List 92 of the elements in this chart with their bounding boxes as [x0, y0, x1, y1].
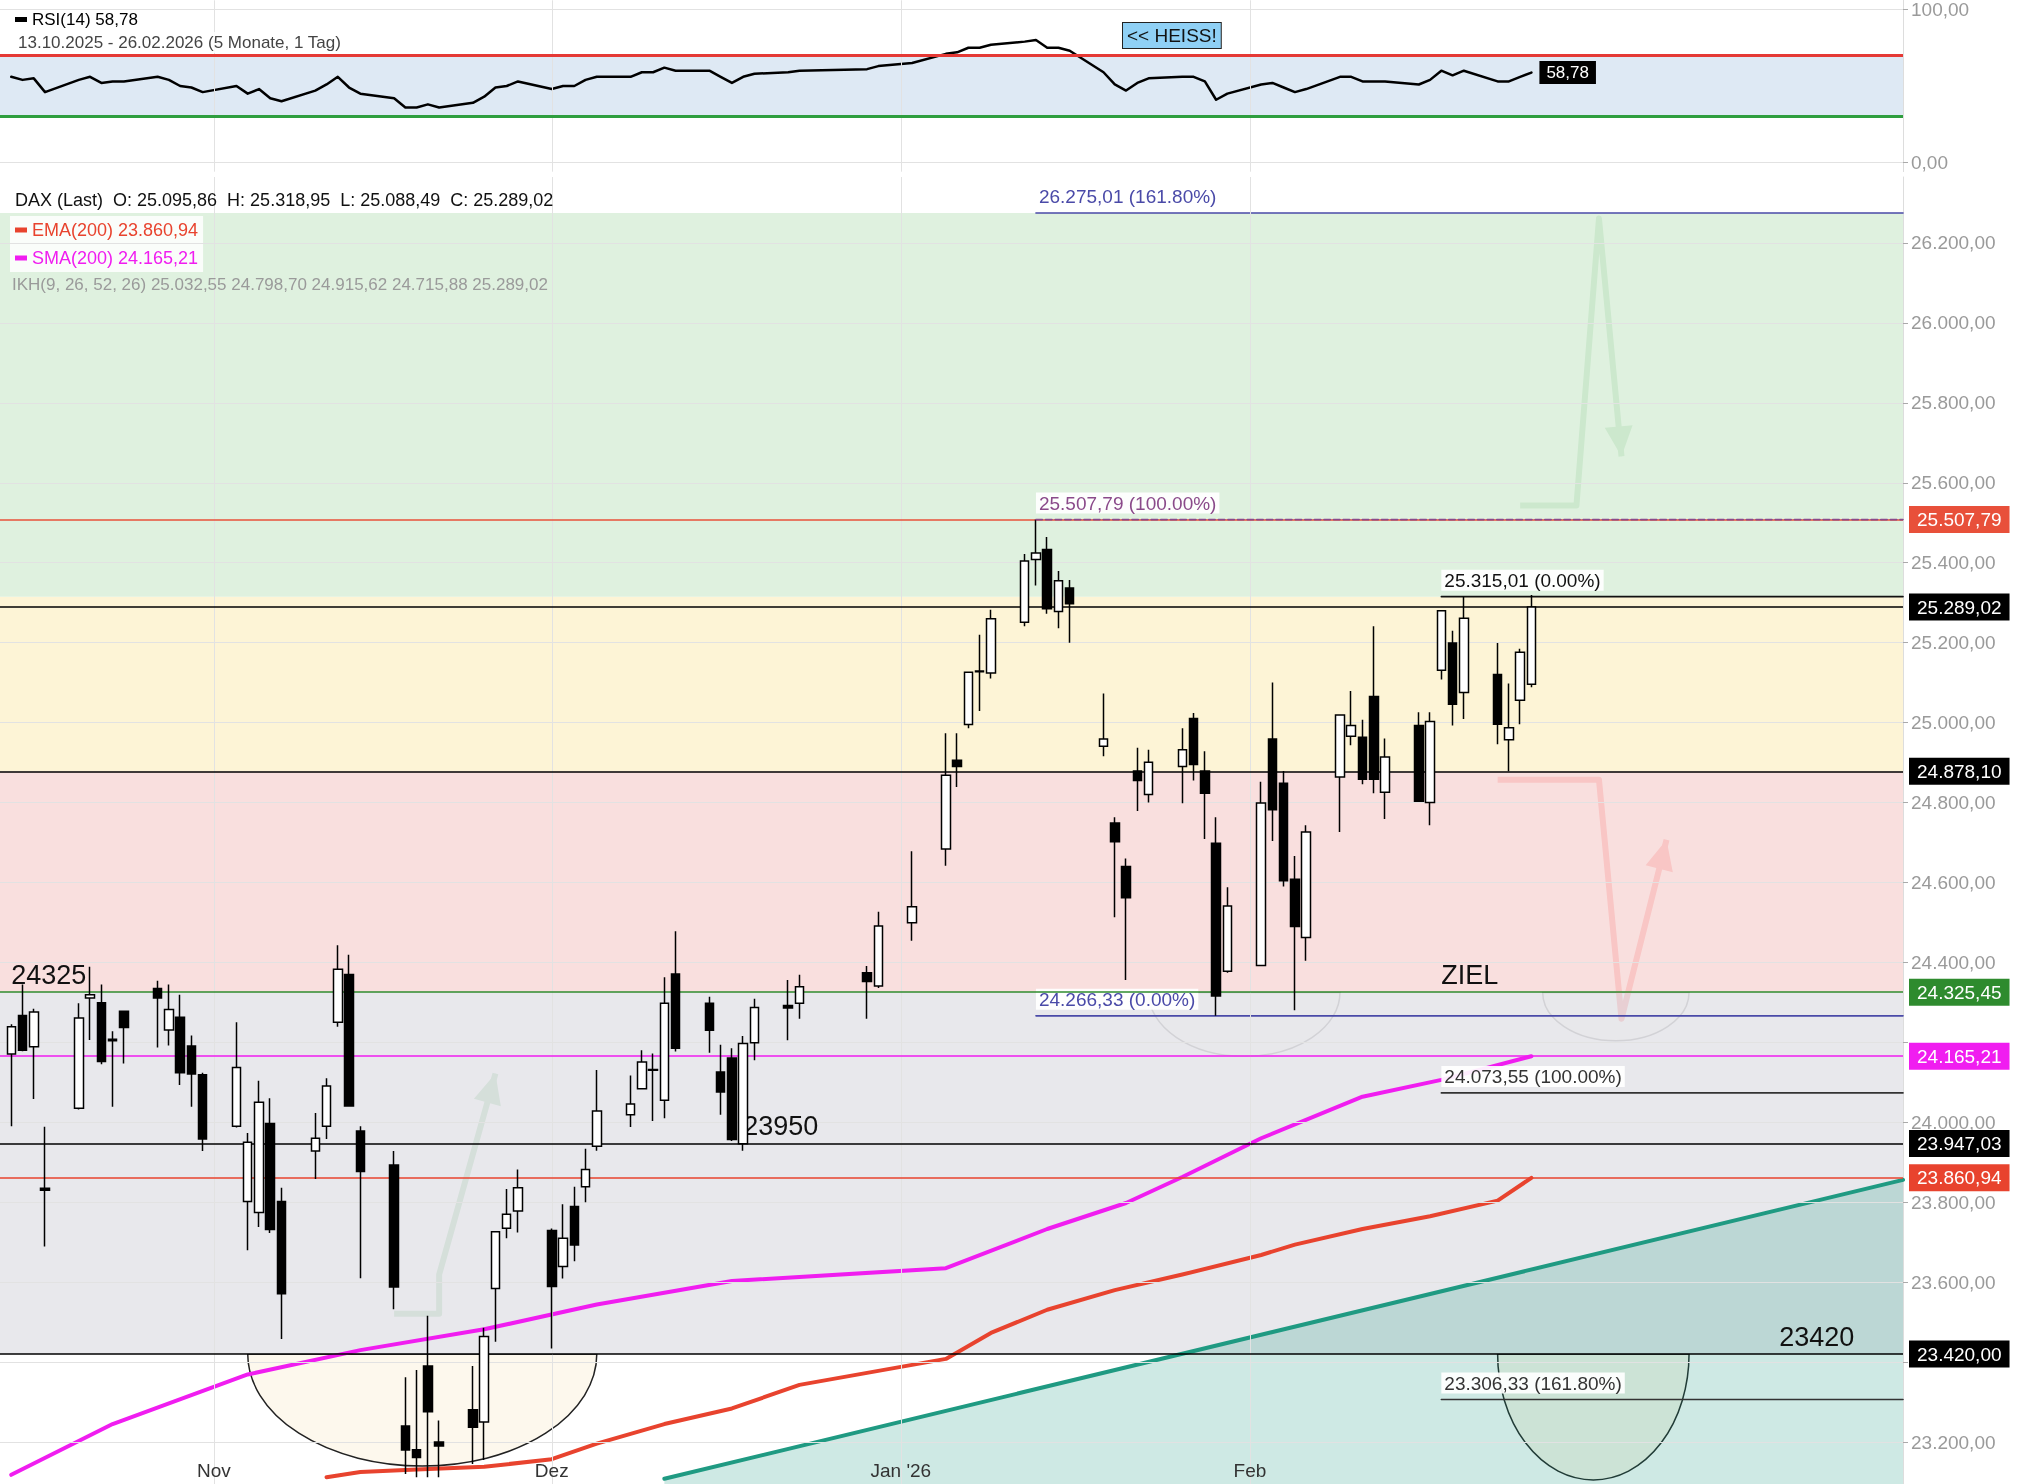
y-tick-label: 23.600,00	[1911, 1271, 1996, 1293]
y-tick-label: 23.800,00	[1911, 1191, 1996, 1213]
candlestick	[974, 633, 985, 712]
candlestick	[501, 1188, 512, 1239]
candlestick	[84, 966, 96, 1041]
ref-line-label: 24.325,45	[1917, 981, 2002, 1003]
annotation: 23950	[743, 1110, 819, 1141]
ref-line-label: 25.507,79	[1917, 509, 2002, 531]
data-label: 23.306,33 (161.80%)	[1444, 1372, 1622, 1394]
candlestick	[411, 1369, 422, 1478]
legend-label: EMA(200) 23.860,94	[32, 220, 199, 240]
candlestick	[107, 1030, 118, 1108]
ref-line-label: 25.289,02	[1917, 596, 2002, 618]
candlestick	[28, 1008, 40, 1100]
data-label: 58,78	[1546, 63, 1589, 83]
x-tick-label: Jan '26	[870, 1460, 932, 1481]
y-tick-label: 25.800,00	[1911, 392, 1996, 414]
candlestick	[6, 1023, 17, 1128]
y-tick-label: 25.400,00	[1911, 552, 1996, 574]
y-tick-label: 24.000,00	[1911, 1111, 1996, 1133]
candlestick	[1255, 780, 1267, 967]
y-tick-label: 0,00	[1911, 152, 1948, 174]
data-label: 24.266,33 (0.00%)	[1038, 988, 1196, 1010]
annotation: ZIEL	[1441, 959, 1499, 990]
legend-label: RSI(14) 58,78	[32, 10, 138, 29]
legend-label: SMA(200) 24.165,21	[32, 248, 199, 268]
text: DAX (Last) O: 25.095,86 H: 25.318,95 L: 25.088,49 C: 25.289,02	[15, 190, 554, 210]
y-tick-label: 25.600,00	[1911, 472, 1996, 494]
y-tick-label: 24.600,00	[1911, 871, 1996, 893]
candlestick	[1222, 886, 1233, 974]
candlestick	[186, 1034, 197, 1108]
ref-line-label: 24.878,10	[1917, 760, 2002, 782]
y-tick-label: 25.000,00	[1911, 712, 1996, 734]
candlestick	[388, 1150, 400, 1311]
candlestick	[1514, 647, 1526, 725]
candlestick	[794, 974, 805, 1020]
candlestick	[715, 1043, 726, 1116]
y-tick-label: 24.800,00	[1911, 792, 1996, 814]
candlestick	[861, 965, 873, 1020]
candlestick	[569, 1185, 580, 1263]
candlestick	[400, 1376, 411, 1475]
ref-line-label: 24.165,21	[1917, 1045, 2002, 1067]
y-tick-label: 24.400,00	[1911, 951, 1996, 973]
candlestick	[490, 1231, 501, 1343]
annotation: << HEISS!	[1127, 25, 1217, 46]
y-tick-label: 26.000,00	[1911, 312, 1996, 334]
candlestick	[580, 1147, 591, 1203]
x-tick-label: Nov	[197, 1460, 232, 1481]
data-label: 25.315,01 (0.00%)	[1444, 569, 1601, 591]
ref-line-label: 23.420,00	[1917, 1343, 2002, 1365]
ref-line-label: 23.860,94	[1917, 1167, 2002, 1189]
candlestick	[96, 983, 107, 1066]
candlestick	[873, 910, 884, 989]
data-label: 26.275,01 (161.80%)	[1038, 185, 1217, 207]
candlestick	[512, 1168, 524, 1234]
candlestick	[276, 1187, 287, 1340]
data-label: 25.507,79 (100.00%)	[1038, 492, 1217, 514]
y-tick-label: 26.200,00	[1911, 232, 1996, 254]
candlestick	[73, 1002, 85, 1111]
candlestick	[1120, 857, 1132, 981]
candlestick	[433, 1419, 445, 1478]
annotation: 24325	[11, 959, 87, 990]
candlestick	[985, 609, 997, 680]
candlestick	[625, 1074, 636, 1128]
annotation: IKH(9, 26, 52, 26) 25.032,55 24.798,70 24.915,62 24.715,88 25.289,02	[12, 275, 548, 294]
candlestick	[1098, 692, 1109, 757]
candlestick	[321, 1077, 332, 1140]
x-tick-label: Feb	[1233, 1460, 1267, 1481]
candlestick	[670, 930, 681, 1053]
candlestick	[963, 671, 974, 729]
candlestick	[704, 996, 715, 1054]
candlestick	[906, 850, 918, 942]
y-tick-label: 25.200,00	[1911, 632, 1996, 654]
candlestick	[659, 976, 670, 1120]
candlestick	[1210, 816, 1222, 1017]
candlestick	[749, 998, 760, 1062]
data-label: 24.073,55 (100.00%)	[1444, 1065, 1622, 1087]
candlestick	[17, 983, 28, 1052]
text: 13.10.2025 - 26.02.2026 (5 Monate, 1 Tag)	[18, 33, 341, 52]
candlestick	[1447, 629, 1458, 727]
candlestick	[1109, 816, 1121, 918]
candlestick	[231, 1021, 242, 1129]
x-tick-label: Dez	[534, 1460, 569, 1481]
candlestick	[1492, 642, 1503, 745]
candlestick	[782, 979, 794, 1042]
candlestick	[1436, 609, 1447, 681]
ref-line-label: 23.947,03	[1917, 1132, 2002, 1154]
y-tick-label: 100,00	[1911, 0, 1970, 20]
candlestick	[152, 980, 163, 1049]
y-tick-label: 23.200,00	[1911, 1431, 1996, 1453]
annotation: 23420	[1779, 1321, 1855, 1352]
candlestick	[118, 1010, 130, 1065]
